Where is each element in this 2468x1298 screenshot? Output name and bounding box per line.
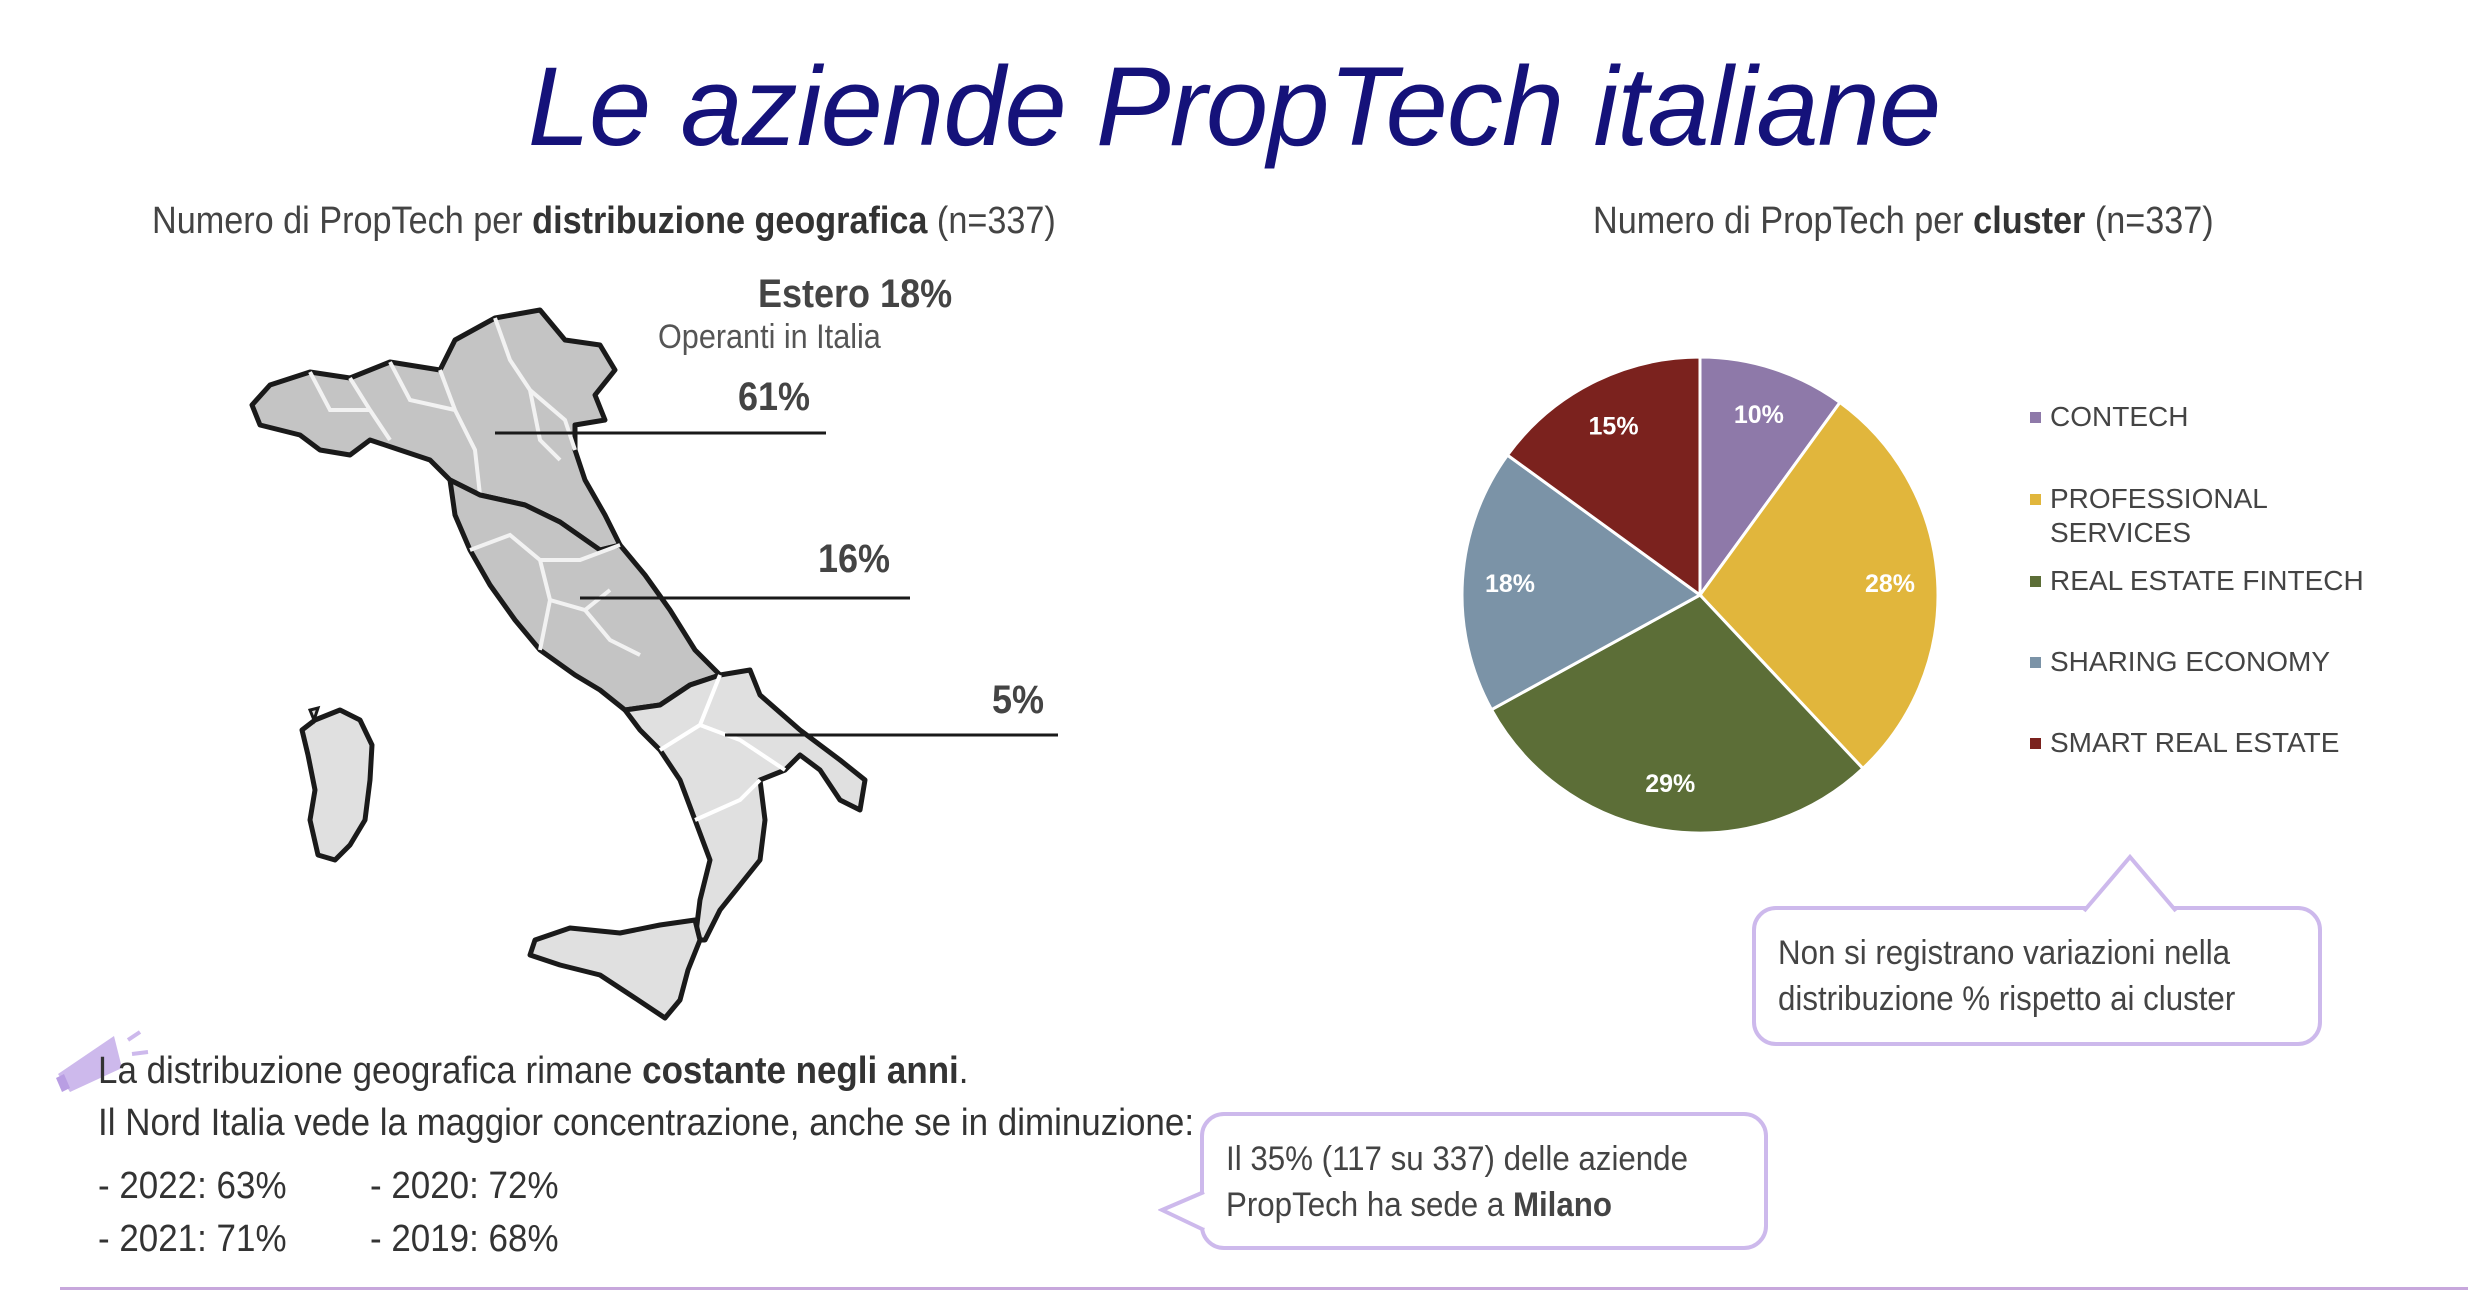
year-2022: - 2022: 63% xyxy=(98,1165,287,1207)
map-subtitle-post: (n=337) xyxy=(927,200,1056,242)
legend-swatch xyxy=(2030,412,2041,423)
footer-line2: Il Nord Italia vede la maggior concentra… xyxy=(98,1102,1195,1144)
pie-label-smart-real-estate: 15% xyxy=(1589,412,1639,440)
operanti-label: Operanti in Italia xyxy=(658,318,881,356)
pie-slice-smart-real-estate xyxy=(1505,355,1702,598)
map-subtitle-bold: distribuzione geografica xyxy=(532,200,928,242)
megaphone-icon xyxy=(56,1030,149,1092)
callout-cluster-line1: Non si registrano variazioni nella xyxy=(1778,934,2231,972)
legend-swatch xyxy=(2030,576,2041,587)
region-pct-sud: 5% xyxy=(992,678,1045,722)
legend-label: REAL ESTATE FINTECH xyxy=(2050,565,2364,596)
year-2020: - 2020: 72% xyxy=(370,1165,559,1207)
legend-label: SHARING ECONOMY xyxy=(2050,646,2331,677)
callout-milano-line2-bold: Milano xyxy=(1512,1186,1612,1224)
map-subtitle: Numero di PropTech per distribuzione geo… xyxy=(152,200,1056,243)
pie-subtitle: Numero di PropTech per cluster (n=337) xyxy=(1593,200,2214,243)
footer-line1: La distribuzione geografica rimane costa… xyxy=(98,1045,1194,1097)
callout-milano xyxy=(1200,1112,1768,1250)
legend-item-contech: CONTECH xyxy=(2030,400,2189,434)
legend-label: SERVICES xyxy=(2050,517,2192,548)
callout-milano-text: Il 35% (117 su 337) delle aziende PropTe… xyxy=(1226,1136,1688,1228)
italy-map-icon xyxy=(249,307,1058,1021)
legend-item-smart-real-estate: SMART REAL ESTATE xyxy=(2030,726,2340,760)
callout-cluster xyxy=(1752,906,2322,1046)
pie-label-real-estate-fintech: 29% xyxy=(1645,770,1695,798)
pie-slice-real-estate-fintech xyxy=(1489,593,1866,835)
callout-milano-line2: PropTech ha sede a Milano xyxy=(1226,1182,1688,1228)
pie-slice-contech xyxy=(1698,355,1842,600)
pie-subtitle-bold: cluster xyxy=(1973,200,2086,242)
pie-label-sharing-economy: 18% xyxy=(1485,570,1535,598)
callout-cluster-pointer xyxy=(2082,853,2178,913)
map-subtitle-pre: Numero di PropTech per xyxy=(152,200,533,242)
bottom-divider xyxy=(60,1287,2468,1290)
callout-cluster-line2: distribuzione % rispetto ai cluster xyxy=(1778,980,2236,1018)
footer-line1-bold: costante negli anni xyxy=(642,1050,959,1092)
callout-milano-line2-pre: PropTech ha sede a xyxy=(1226,1186,1513,1224)
callout-cluster-text: Non si registrano variazioni nella distr… xyxy=(1778,930,2235,1022)
callout-milano-line1: Il 35% (117 su 337) delle aziende xyxy=(1226,1140,1688,1178)
legend-swatch xyxy=(2030,494,2041,505)
legend-label: PROFESSIONAL xyxy=(2050,483,2268,514)
legend-item-real-estate-fintech: REAL ESTATE FINTECH xyxy=(2030,564,2364,598)
year-2019: - 2019: 68% xyxy=(370,1218,559,1260)
region-pct-nord: 61% xyxy=(738,375,811,419)
pie-label-professional-services: 28% xyxy=(1865,570,1915,598)
legend-item-sharing-economy: SHARING ECONOMY xyxy=(2030,645,2331,679)
page-title: Le aziende PropTech italiane xyxy=(527,44,1941,169)
footer-line1-pre: La distribuzione geografica rimane xyxy=(98,1050,643,1092)
pie-subtitle-pre: Numero di PropTech per xyxy=(1593,200,1974,242)
footer-line1-post: . xyxy=(958,1050,969,1092)
callout-milano-pointer xyxy=(1158,1190,1205,1232)
legend-swatch xyxy=(2030,738,2041,749)
pie-subtitle-post: (n=337) xyxy=(2085,200,2214,242)
footer-text: La distribuzione geografica rimane costa… xyxy=(98,1045,1194,1149)
pie-slice-sharing-economy xyxy=(1460,453,1703,712)
pie-label-contech: 10% xyxy=(1734,401,1784,429)
pie-slice-professional-services xyxy=(1698,400,1940,771)
cluster-pie-chart: 10% 28% 29% 18% 15% xyxy=(1460,355,1940,835)
legend-label: CONTECH xyxy=(2050,401,2189,432)
legend-label: SMART REAL ESTATE xyxy=(2050,727,2340,758)
legend-item-professional-services: PROFESSIONAL SERVICES xyxy=(2030,482,2268,550)
legend-swatch xyxy=(2030,657,2041,668)
estero-label: Estero 18% xyxy=(758,272,953,316)
region-pct-centro: 16% xyxy=(818,537,891,581)
year-2021: - 2021: 71% xyxy=(98,1218,287,1260)
